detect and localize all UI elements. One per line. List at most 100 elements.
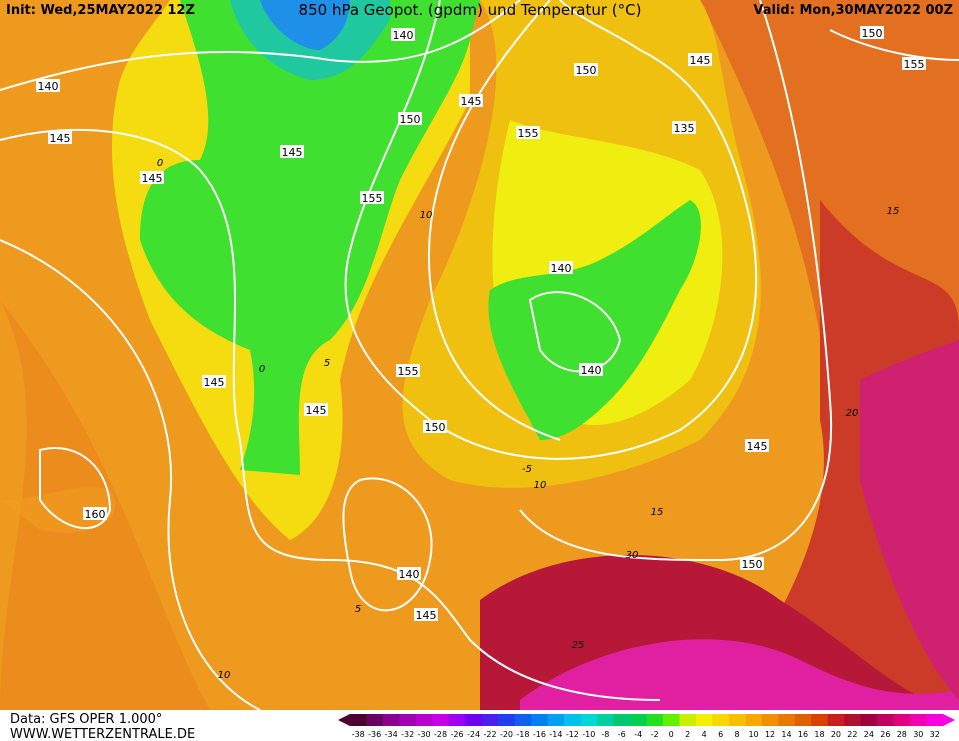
- geopotential-label: 150: [742, 558, 763, 571]
- legend-swatch: [415, 714, 433, 726]
- label-box: [48, 131, 72, 144]
- label-box: [574, 63, 598, 76]
- legend-label: 20: [831, 730, 841, 739]
- temperature-label: 0: [259, 364, 265, 375]
- label-box: [459, 94, 483, 107]
- legend-swatch: [860, 714, 878, 726]
- legend-label: -36: [368, 730, 381, 739]
- label-box: [414, 608, 438, 621]
- label-box: [860, 26, 884, 39]
- map-fields: [0, 0, 959, 710]
- legend-swatch: [597, 714, 615, 726]
- legend-swatch: [630, 714, 647, 726]
- legend-label: 24: [864, 730, 874, 739]
- geopotential-label: 145: [204, 376, 225, 389]
- legend-swatch: [366, 714, 384, 726]
- geopotential-label: 155: [362, 192, 383, 205]
- label-box: [396, 364, 420, 377]
- label-box: [36, 79, 60, 92]
- legend-label: -10: [582, 730, 595, 739]
- legend-label: -20: [500, 730, 513, 739]
- geopotential-label: 145: [142, 172, 163, 185]
- temperature-label: 0: [157, 158, 163, 169]
- geopotential-label: 155: [904, 58, 925, 71]
- label-box: [140, 171, 164, 184]
- temperature-label: 20: [846, 408, 859, 419]
- legend-label: 12: [765, 730, 775, 739]
- legend-label: -14: [549, 730, 562, 739]
- temperature-label: -5: [522, 464, 532, 475]
- label-box: [304, 403, 328, 416]
- temperature-label: 10: [218, 670, 231, 681]
- legend-swatch: [827, 714, 845, 726]
- legend-label: -18: [516, 730, 529, 739]
- website: WWW.WETTERZENTRALE.DE: [10, 727, 195, 741]
- map-title: 850 hPa Geopot. (gpdm) und Temperatur (°…: [299, 1, 642, 19]
- label-box: [549, 261, 573, 274]
- geopotential-label: 155: [398, 365, 419, 378]
- label-box: [202, 375, 226, 388]
- geopotential-label: 150: [425, 421, 446, 434]
- label-box: [516, 126, 540, 139]
- init-time: Init: Wed,25MAY2022 12Z: [6, 3, 195, 18]
- geopotential-label: 135: [674, 122, 695, 135]
- legend-label: 32: [930, 730, 940, 739]
- legend-label: 30: [913, 730, 923, 739]
- label-box: [688, 53, 712, 66]
- geopotential-label: 145: [306, 404, 327, 417]
- legend-swatch: [844, 714, 862, 726]
- geopotential-label: 145: [690, 54, 711, 67]
- legend-swatch: [728, 714, 746, 726]
- geopotential-label: 145: [416, 609, 437, 622]
- legend-label: -22: [483, 730, 496, 739]
- geopotential-label: 150: [862, 27, 883, 40]
- legend-swatch: [926, 714, 944, 726]
- label-box: [902, 57, 926, 70]
- label-box: [397, 567, 421, 580]
- legend-swatch: [761, 714, 779, 726]
- legend-swatch: [350, 714, 367, 726]
- legend-swatch: [399, 714, 417, 726]
- valid-time: Valid: Mon,30MAY2022 00Z: [753, 3, 953, 18]
- legend-swatch: [745, 714, 763, 726]
- legend-label: -30: [418, 730, 431, 739]
- legend-arrow-right: [943, 714, 955, 726]
- legend-label: -12: [566, 730, 579, 739]
- legend-label: -28: [434, 730, 447, 739]
- legend-label: -24: [467, 730, 480, 739]
- temperature-label: 10: [534, 480, 547, 491]
- geopotential-label: 140: [551, 262, 572, 275]
- legend-swatch: [893, 714, 911, 726]
- legend-label: -6: [618, 730, 626, 739]
- legend-label: 22: [847, 730, 857, 739]
- legend-label: -16: [533, 730, 546, 739]
- contour-labels: 140 145 145 145 140 150 155 145 155 150 145 135 150 1…: [36, 26, 926, 681]
- legend-swatch: [778, 714, 796, 726]
- legend-swatch: [646, 714, 664, 726]
- geopotential-label: 160: [85, 508, 106, 521]
- legend-swatch: [448, 714, 466, 726]
- label-box: [360, 191, 384, 204]
- legend-swatch: [910, 714, 928, 726]
- label-box: [672, 121, 696, 134]
- legend-label: -4: [634, 730, 642, 739]
- geopotential-label: 140: [393, 29, 414, 42]
- legend-label: 10: [748, 730, 758, 739]
- label-box: [280, 145, 304, 158]
- label-box: [83, 507, 107, 520]
- legend-swatch: [679, 714, 697, 726]
- legend-label: -2: [651, 730, 659, 739]
- geopotential-label: 145: [461, 95, 482, 108]
- legend-label: 8: [735, 730, 740, 739]
- geopotential-label: 155: [518, 127, 539, 140]
- label-box: [391, 28, 415, 41]
- legend-swatch: [531, 714, 549, 726]
- legend-arrow-left: [338, 714, 350, 726]
- legend-swatch: [547, 714, 565, 726]
- label-box: [745, 439, 769, 452]
- legend-label: -34: [385, 730, 398, 739]
- color-legend: -38 -36 -34 -32 -30 -28 -26 -24 -22 -20 -18 -16 -14-…: [338, 714, 955, 739]
- geopotential-label: 140: [399, 568, 420, 581]
- legend-swatch: [877, 714, 895, 726]
